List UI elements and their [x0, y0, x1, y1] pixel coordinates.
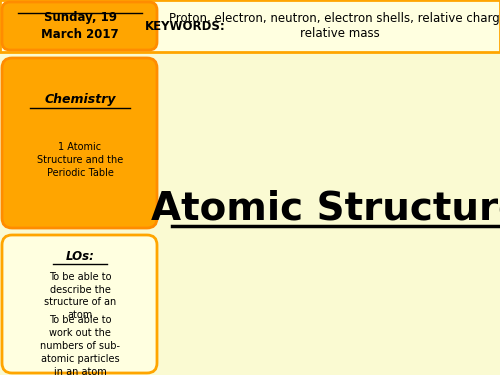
Text: To be able to
work out the
numbers of sub-
atomic particles
in an atom: To be able to work out the numbers of su… [40, 315, 120, 375]
Text: To be able to
describe the
structure of an
atom: To be able to describe the structure of … [44, 272, 116, 320]
Text: Chemistry: Chemistry [44, 93, 116, 106]
Text: LOs:: LOs: [66, 249, 94, 262]
FancyBboxPatch shape [2, 2, 157, 50]
Text: KEYWORDS:: KEYWORDS: [144, 20, 226, 33]
Text: Atomic Structure: Atomic Structure [151, 189, 500, 227]
FancyBboxPatch shape [2, 58, 157, 228]
FancyBboxPatch shape [0, 0, 500, 52]
Text: 1 Atomic
Structure and the
Periodic Table: 1 Atomic Structure and the Periodic Tabl… [37, 142, 123, 178]
Text: Sunday, 19
March 2017: Sunday, 19 March 2017 [41, 10, 119, 42]
Text: Proton, electron, neutron, electron shells, relative charge,
relative mass: Proton, electron, neutron, electron shel… [169, 12, 500, 40]
FancyBboxPatch shape [2, 235, 157, 373]
